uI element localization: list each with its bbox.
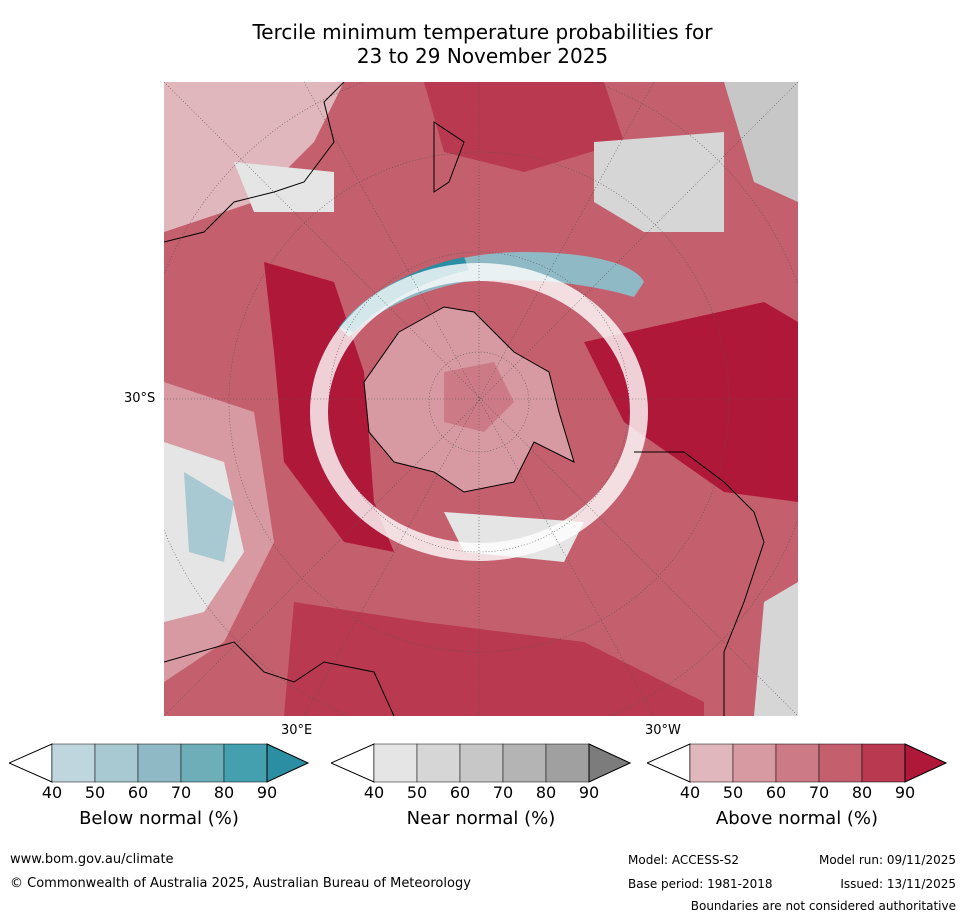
legend-swatch bbox=[137, 743, 182, 783]
legend-tick: 60 bbox=[449, 783, 471, 802]
graticule bbox=[303, 82, 655, 716]
legend-near bbox=[331, 743, 631, 783]
legend-swatch bbox=[266, 743, 309, 783]
legend-swatch bbox=[545, 743, 590, 783]
footer-model: Model: ACCESS-S2 bbox=[628, 853, 740, 867]
legend-tick: 50 bbox=[406, 783, 428, 802]
footer-copyright: © Commonwealth of Australia 2025, Austra… bbox=[10, 876, 471, 891]
region-patch bbox=[234, 162, 334, 212]
lat-label: 30°S bbox=[124, 391, 156, 406]
legend-below-bar bbox=[9, 743, 309, 783]
region-patch bbox=[164, 82, 344, 232]
legend-above-ticks: 40 50 60 70 80 90 bbox=[647, 783, 947, 803]
legend-swatch bbox=[775, 743, 820, 783]
title-line-2: 23 to 29 November 2025 bbox=[356, 44, 609, 68]
legend-near-ticks: 40 50 60 70 80 90 bbox=[331, 783, 631, 803]
footer-url[interactable]: www.bom.gov.au/climate bbox=[10, 852, 174, 867]
legend-swatch bbox=[331, 743, 375, 783]
legend-swatch bbox=[180, 743, 225, 783]
legend-tick: 60 bbox=[127, 783, 149, 802]
legend-swatch bbox=[51, 743, 96, 783]
legend-tick: 40 bbox=[679, 783, 701, 802]
map-title: Tercile minimum temperature probabilitie… bbox=[0, 20, 965, 68]
region-patch bbox=[424, 82, 624, 172]
legend-above bbox=[647, 743, 947, 783]
probability-map bbox=[164, 82, 798, 716]
title-line-1: Tercile minimum temperature probabilitie… bbox=[252, 20, 713, 44]
legend-swatch bbox=[689, 743, 734, 783]
legend-tick: 80 bbox=[535, 783, 557, 802]
legend-swatch bbox=[416, 743, 461, 783]
graticule bbox=[303, 82, 655, 716]
region-patch bbox=[724, 82, 798, 202]
region-patch bbox=[754, 582, 798, 716]
legend-tick: 80 bbox=[213, 783, 235, 802]
legend-swatch bbox=[94, 743, 139, 783]
legend-near-title: Near normal (%) bbox=[406, 808, 556, 829]
legend-tick: 60 bbox=[765, 783, 787, 802]
legend-tick: 90 bbox=[894, 783, 916, 802]
map-svg bbox=[164, 82, 798, 716]
legend-near-bar bbox=[331, 743, 631, 783]
legend-tick: 70 bbox=[808, 783, 830, 802]
legend-tick: 50 bbox=[84, 783, 106, 802]
lon-label-west: 30°W bbox=[645, 723, 681, 738]
footer-disclaimer: Boundaries are not considered authoritat… bbox=[690, 899, 956, 913]
legend-above-bar bbox=[647, 743, 947, 783]
lon-label-east: 30°E bbox=[281, 723, 313, 738]
legend-tick: 90 bbox=[578, 783, 600, 802]
legend-swatch bbox=[223, 743, 268, 783]
africa-coast bbox=[164, 641, 395, 716]
graticule bbox=[228, 151, 730, 653]
legend-tick: 70 bbox=[170, 783, 192, 802]
legend-tick: 50 bbox=[722, 783, 744, 802]
legend-swatch bbox=[459, 743, 504, 783]
footer-base-period: Base period: 1981-2018 bbox=[628, 877, 773, 891]
south-america-coast bbox=[634, 451, 765, 716]
graticule bbox=[328, 251, 630, 553]
footer-model-run: Model run: 09/11/2025 bbox=[818, 853, 956, 867]
australia-coast bbox=[164, 82, 345, 243]
footer-issued: Issued: 13/11/2025 bbox=[840, 877, 956, 891]
legend-swatch bbox=[9, 743, 53, 783]
legend-swatch bbox=[861, 743, 906, 783]
region-patch bbox=[184, 472, 234, 562]
graticule bbox=[164, 82, 798, 716]
legend-swatch bbox=[588, 743, 631, 783]
region-patch bbox=[594, 132, 724, 232]
legend-tick: 40 bbox=[363, 783, 385, 802]
legend-swatch bbox=[647, 743, 691, 783]
legend-swatch bbox=[818, 743, 863, 783]
legend-tick: 70 bbox=[492, 783, 514, 802]
legend-swatch bbox=[904, 743, 947, 783]
legend-swatch bbox=[732, 743, 777, 783]
legend-above-title: Above normal (%) bbox=[715, 808, 879, 829]
legend-swatch bbox=[502, 743, 547, 783]
legend-tick: 40 bbox=[41, 783, 63, 802]
graticule bbox=[164, 82, 798, 716]
legend-below-ticks: 40 50 60 70 80 90 bbox=[9, 783, 309, 803]
legend-tick: 90 bbox=[256, 783, 278, 802]
new-zealand-coast bbox=[433, 121, 465, 193]
region-patch bbox=[584, 302, 798, 502]
legend-swatch bbox=[373, 743, 418, 783]
legend-below bbox=[9, 743, 309, 783]
legend-tick: 80 bbox=[851, 783, 873, 802]
legend-below-title: Below normal (%) bbox=[79, 808, 239, 829]
region-patch bbox=[284, 602, 704, 716]
